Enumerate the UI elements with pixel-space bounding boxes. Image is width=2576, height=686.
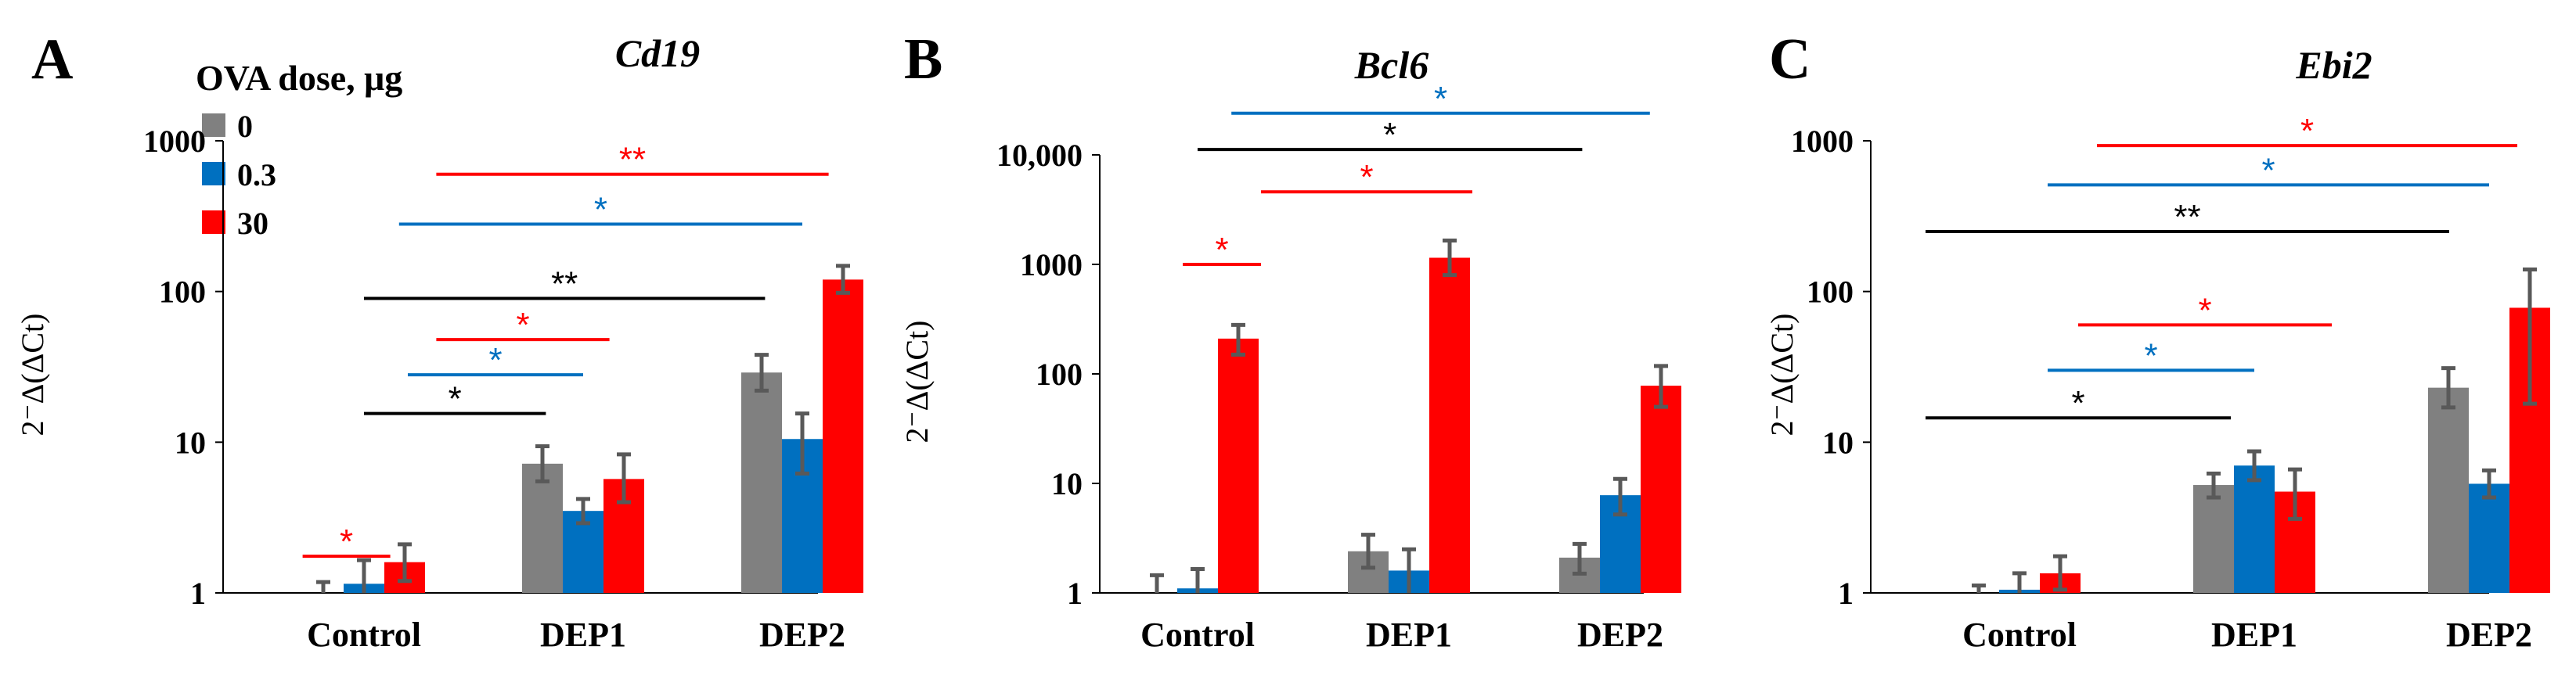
y-tick-label: 1 <box>190 576 206 611</box>
significance-label: * <box>1383 116 1396 154</box>
panel-title: Bcl6 <box>1354 43 1429 87</box>
bar-30-DEP2 <box>823 279 863 593</box>
bar-30-Control <box>1218 338 1259 593</box>
y-axis-label: 2⁻Δ(ΔCt) <box>15 314 50 436</box>
x-tick-label: DEP1 <box>540 616 626 654</box>
y-tick-label: 1 <box>1067 576 1083 611</box>
x-tick-label: DEP2 <box>1577 616 1663 654</box>
significance-label: ** <box>551 264 578 303</box>
x-tick-label: Control <box>1140 616 1255 654</box>
y-tick-label: 100 <box>1807 275 1854 310</box>
significance-label: * <box>449 380 462 418</box>
significance-label: * <box>2144 336 2157 375</box>
y-axis-label: 2⁻Δ(ΔCt) <box>1764 314 1800 436</box>
significance-label: * <box>2198 291 2211 329</box>
legend-label-2: 30 <box>237 206 268 241</box>
bar-0-DEP1 <box>2193 485 2234 593</box>
panel-title: Cd19 <box>615 31 700 75</box>
legend-swatch-2 <box>202 210 225 234</box>
significance-label: * <box>594 191 607 229</box>
legend-label-1: 0.3 <box>237 157 276 192</box>
x-tick-label: DEP1 <box>1366 616 1452 654</box>
significance-label: ** <box>2174 198 2200 236</box>
panel-letter: B <box>904 27 942 92</box>
y-tick-label: 100 <box>159 275 206 310</box>
significance-label: * <box>488 341 502 379</box>
bar-0-DEP1 <box>522 463 563 593</box>
bar-30-DEP2 <box>1641 386 1681 593</box>
y-tick-label: 100 <box>1036 357 1083 392</box>
y-tick-label: 1 <box>1838 576 1854 611</box>
significance-label: ** <box>619 141 646 179</box>
significance-label: * <box>1434 80 1447 118</box>
y-tick-label: 10,000 <box>996 138 1083 173</box>
significance-label: * <box>1215 231 1228 269</box>
significance-label: * <box>2071 384 2084 422</box>
panel-B: B Bcl6 2⁻Δ(ΔCt) 1 10 100 1000 10,000 Control DEP1… <box>899 27 1681 654</box>
bar-0.3-DEP2 <box>2469 483 2509 593</box>
bar-0-DEP2 <box>2428 387 2469 593</box>
y-tick-label: 10 <box>1822 425 1854 460</box>
y-tick-label: 1000 <box>1020 247 1083 282</box>
panel-letter: A <box>31 27 73 92</box>
legend-label-0: 0 <box>237 109 253 144</box>
significance-label: * <box>1360 158 1373 196</box>
y-tick-label: 1000 <box>143 124 206 159</box>
y-tick-label: 10 <box>1051 466 1083 501</box>
significance-label: * <box>2300 112 2314 150</box>
legend-swatch-1 <box>202 162 225 185</box>
x-tick-label: DEP1 <box>2211 616 2297 654</box>
x-tick-label: Control <box>1962 616 2077 654</box>
significance-label: * <box>340 523 353 561</box>
x-tick-label: Control <box>307 616 421 654</box>
legend-title: OVA dose, μg <box>196 58 402 98</box>
y-axis-label: 2⁻Δ(ΔCt) <box>899 321 935 444</box>
panel-title: Ebi2 <box>2295 43 2372 87</box>
bar-30-DEP1 <box>1429 257 1470 593</box>
legend: OVA dose, μg 0 0.3 30 <box>196 58 402 241</box>
significance-label: * <box>516 306 529 344</box>
y-tick-label: 1000 <box>1791 124 1854 159</box>
bar-0-DEP2 <box>741 372 782 593</box>
panel-letter: C <box>1769 27 1810 92</box>
x-tick-label: DEP2 <box>2446 616 2532 654</box>
x-tick-label: DEP2 <box>759 616 845 654</box>
bar-0.3-DEP1 <box>2234 465 2275 593</box>
y-tick-label: 10 <box>175 425 206 460</box>
legend-swatch-0 <box>202 113 225 137</box>
significance-label: * <box>2261 151 2275 189</box>
